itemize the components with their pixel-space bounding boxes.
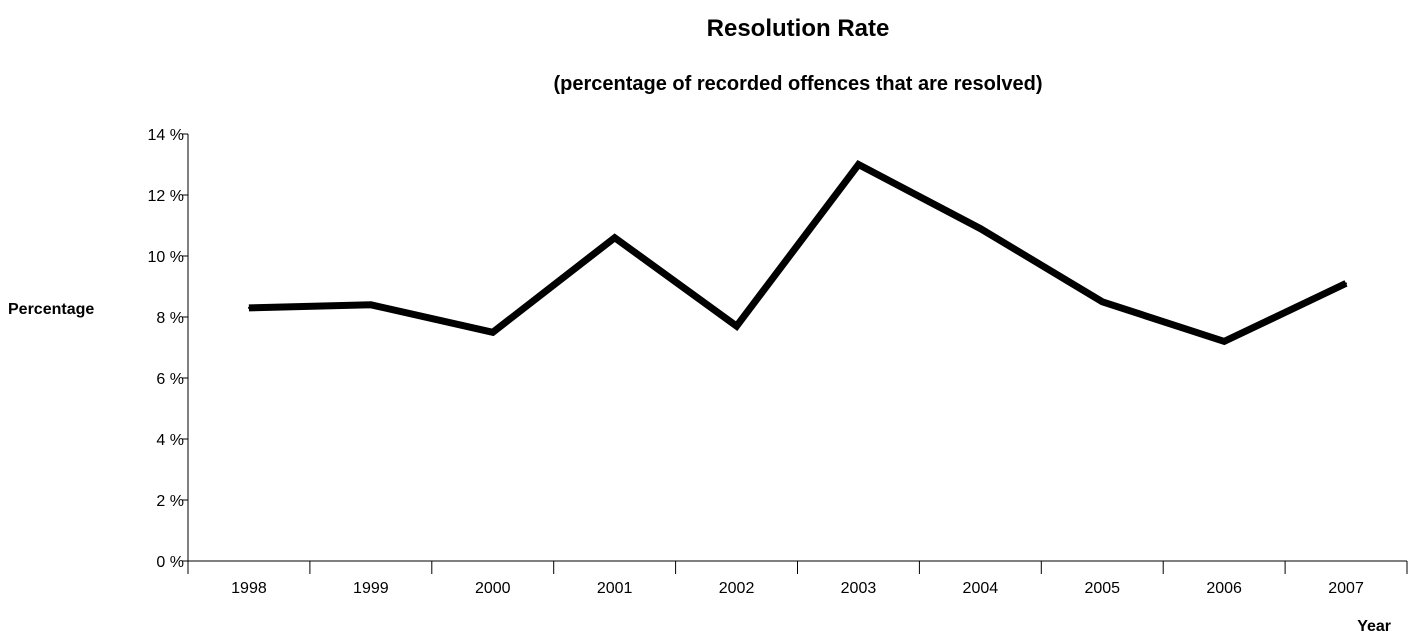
y-tick-label: 4 % <box>156 432 184 449</box>
x-tick-label: 1998 <box>231 580 267 597</box>
data-point <box>857 163 860 166</box>
x-tick-label: 2005 <box>1084 580 1120 597</box>
y-tick-label: 8 % <box>156 310 184 327</box>
data-point <box>1345 282 1348 285</box>
data-point <box>369 303 372 306</box>
x-tick-label: 2004 <box>963 580 999 597</box>
y-tick-label: 0 % <box>156 554 184 571</box>
data-point <box>247 306 250 309</box>
chart-title: Resolution Rate <box>707 15 890 42</box>
y-tick-label: 12 % <box>148 188 184 205</box>
data-point <box>1101 300 1104 303</box>
x-tick-label: 2002 <box>719 580 755 597</box>
series-line <box>248 160 1348 346</box>
x-axis: 1998 1999 2000 2001 2002 2003 2004 2005 2006 2007 <box>187 560 1408 597</box>
y-tick-label: 10 % <box>148 249 184 266</box>
y-axis: 0 % 2 % 4 % 6 % 8 % 10 % 12 % 14 % <box>148 127 189 571</box>
x-tick-label: 1999 <box>353 580 389 597</box>
y-axis-label: Percentage <box>8 301 94 318</box>
x-tick-label: 2007 <box>1328 580 1364 597</box>
data-point <box>735 325 738 328</box>
y-tick-label: 14 % <box>148 127 184 144</box>
data-point <box>979 227 982 230</box>
x-axis-label: Year <box>1357 618 1391 634</box>
series-layer <box>247 160 1348 346</box>
data-point <box>491 331 494 334</box>
x-tick-label: 2000 <box>475 580 511 597</box>
y-tick-label: 2 % <box>156 493 184 510</box>
data-point <box>1223 340 1226 343</box>
x-tick-label: 2001 <box>597 580 633 597</box>
chart-subtitle: (percentage of recorded offences that ar… <box>553 73 1042 95</box>
x-tick-label: 2006 <box>1206 580 1242 597</box>
data-point <box>613 236 616 239</box>
y-tick-label: 6 % <box>156 371 184 388</box>
x-tick-label: 2003 <box>841 580 877 597</box>
